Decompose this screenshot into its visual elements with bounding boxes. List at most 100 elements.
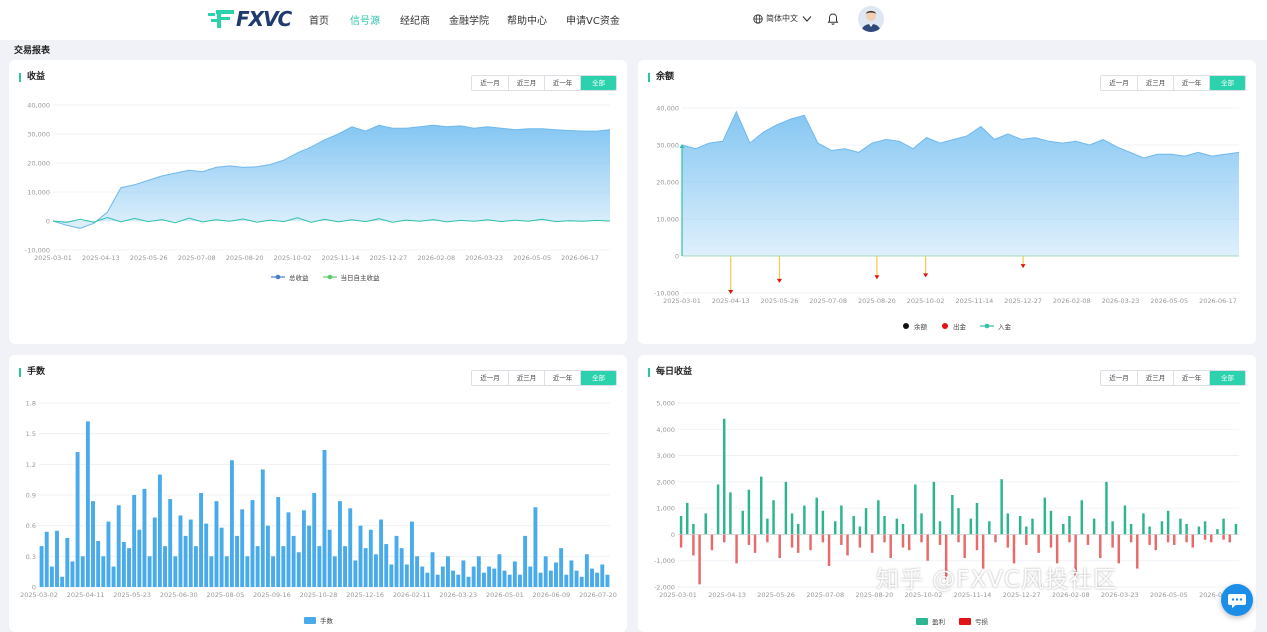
x-tick-label: 2026-02-08 [417, 254, 455, 262]
x-tick-label: 2025-12-27 [1004, 297, 1042, 305]
x-tick-label: 2025-10-02 [905, 591, 943, 599]
chat-support-button[interactable] [1221, 584, 1253, 616]
lots-bar [55, 530, 59, 587]
profit-bar [975, 502, 979, 535]
lots-bar [245, 556, 250, 587]
range-all-button[interactable]: 全部 [1209, 76, 1245, 90]
lots-bar [420, 566, 425, 587]
x-tick-label: 2025-11-14 [954, 591, 992, 599]
nav-signal-source[interactable]: 信号源 [350, 16, 380, 27]
range-1y-button[interactable]: 近一年 [544, 371, 580, 385]
profit-bar [852, 516, 855, 535]
lots-bar [178, 515, 183, 587]
nav-home[interactable]: 首页 [309, 16, 329, 27]
lots-bar [188, 519, 193, 587]
x-tick-label: 2026-02-08 [1053, 297, 1091, 305]
x-tick-label: 2025-05-26 [130, 254, 168, 262]
legend-rect-icon [916, 617, 928, 625]
y-tick-label: 20,000 [27, 160, 50, 168]
nav-apply-funds[interactable]: 申请VC资金 [566, 16, 620, 27]
loss-bar [963, 534, 966, 559]
legend-profit[interactable]: 盈利 [916, 616, 945, 626]
lots-bar [415, 556, 420, 587]
lots-bar [224, 556, 229, 587]
profit-bar [686, 502, 689, 535]
balance-series-line [681, 110, 1240, 159]
profit-bar [1148, 526, 1151, 535]
loss-bar [827, 534, 831, 566]
lots-bar [523, 535, 528, 587]
nav-help-center[interactable]: 帮助中心 [507, 16, 547, 27]
lots-bar [574, 570, 579, 587]
range-all-button[interactable]: 全部 [1209, 371, 1245, 385]
profit-chart[interactable]: -10,000 0 10,000 20,000 30,000 40,000 2025-03-… [9, 60, 627, 344]
x-tick-label: 2026-06-17 [1199, 591, 1237, 599]
lots-bar [271, 556, 276, 587]
fxvc-logo[interactable]: FXVC [208, 6, 292, 32]
legend-withdrawal[interactable]: 出金 [941, 321, 966, 331]
profit-bar [747, 489, 751, 535]
legend-total-profit[interactable]: 总收益 [271, 272, 309, 282]
loss-bar [735, 534, 738, 564]
range-3m-button[interactable]: 近三月 [1137, 76, 1173, 90]
range-1m-button[interactable]: 近一月 [1101, 371, 1137, 385]
lots-chart[interactable]: 0 0.3 0.6 0.9 1.2 1.5 1.8 2025-03-02 2025-04-11 2… [9, 355, 627, 632]
legend-daily-self-profit[interactable]: 当日自主收益 [322, 272, 380, 282]
range-1y-button[interactable]: 近一年 [544, 76, 580, 90]
lots-bar [307, 525, 312, 587]
balance-chart[interactable]: -10,000 0 10,000 20,000 30,000 40,000 2025-03-… [638, 60, 1256, 344]
lots-bar [518, 574, 522, 587]
legend-loss[interactable]: 亏损 [959, 616, 988, 626]
lots-bar [173, 556, 178, 587]
range-1y-button[interactable]: 近一年 [1173, 371, 1209, 385]
lots-bar [564, 574, 569, 587]
profit-bar [932, 481, 936, 535]
y-tick-label: 40,000 [656, 105, 679, 113]
lots-bar [235, 535, 240, 587]
lots-bar [142, 488, 147, 587]
lots-bar [353, 560, 358, 587]
range-3m-button[interactable]: 近三月 [1137, 371, 1173, 385]
nav-academy[interactable]: 金融学院 [449, 16, 489, 27]
x-tick-label: 2025-08-20 [855, 591, 893, 599]
range-1m-button[interactable]: 近一月 [1101, 76, 1137, 90]
legend-balance[interactable]: 余额 [902, 321, 927, 331]
nav-brokers[interactable]: 经纪商 [400, 16, 430, 27]
loss-bar [938, 534, 942, 545]
range-3m-button[interactable]: 近三月 [508, 76, 544, 90]
x-tick-label: 2025-07-08 [809, 297, 847, 305]
profit-bar [796, 523, 800, 535]
lots-bar [91, 501, 95, 587]
range-1y-button[interactable]: 近一年 [1173, 76, 1209, 90]
profit-bar [920, 513, 923, 535]
x-tick-label: 2025-03-01 [34, 254, 72, 262]
lots-legend: 手数 [304, 615, 333, 625]
range-1m-button[interactable]: 近一月 [472, 76, 508, 90]
loss-bar [840, 534, 843, 545]
language-selector[interactable]: 简体中文 [753, 13, 813, 24]
range-all-button[interactable]: 全部 [580, 76, 616, 90]
range-3m-button[interactable]: 近三月 [508, 371, 544, 385]
range-1m-button[interactable]: 近一月 [472, 371, 508, 385]
x-tick-label: 2026-06-09 [533, 591, 571, 599]
loss-bar [1129, 534, 1133, 543]
legend-lots[interactable]: 手数 [304, 615, 333, 625]
profit-chart-title: 收益 [19, 73, 45, 82]
daily-profit-chart[interactable]: -2,000 -1,000 0 1,000 2,000 3,000 4,000 5,000 20… [638, 355, 1256, 632]
legend-label: 总收益 [289, 274, 309, 282]
user-avatar[interactable] [858, 6, 884, 32]
balance-chart-title: 余额 [648, 73, 674, 82]
loss-bar [1074, 534, 1077, 577]
profit-bar [741, 510, 744, 535]
profit-bar [1006, 513, 1010, 535]
withdrawal-marker [923, 273, 929, 278]
range-all-button[interactable]: 全部 [580, 371, 616, 385]
legend-deposit[interactable]: 入金 [980, 321, 1011, 331]
profit-bar [1185, 523, 1188, 535]
lots-bar [440, 566, 445, 587]
loss-bar [1148, 534, 1151, 545]
lots-bar [209, 556, 214, 587]
profit-bar [772, 500, 775, 535]
bell-icon[interactable] [827, 12, 839, 26]
profit-bar [1203, 521, 1207, 535]
